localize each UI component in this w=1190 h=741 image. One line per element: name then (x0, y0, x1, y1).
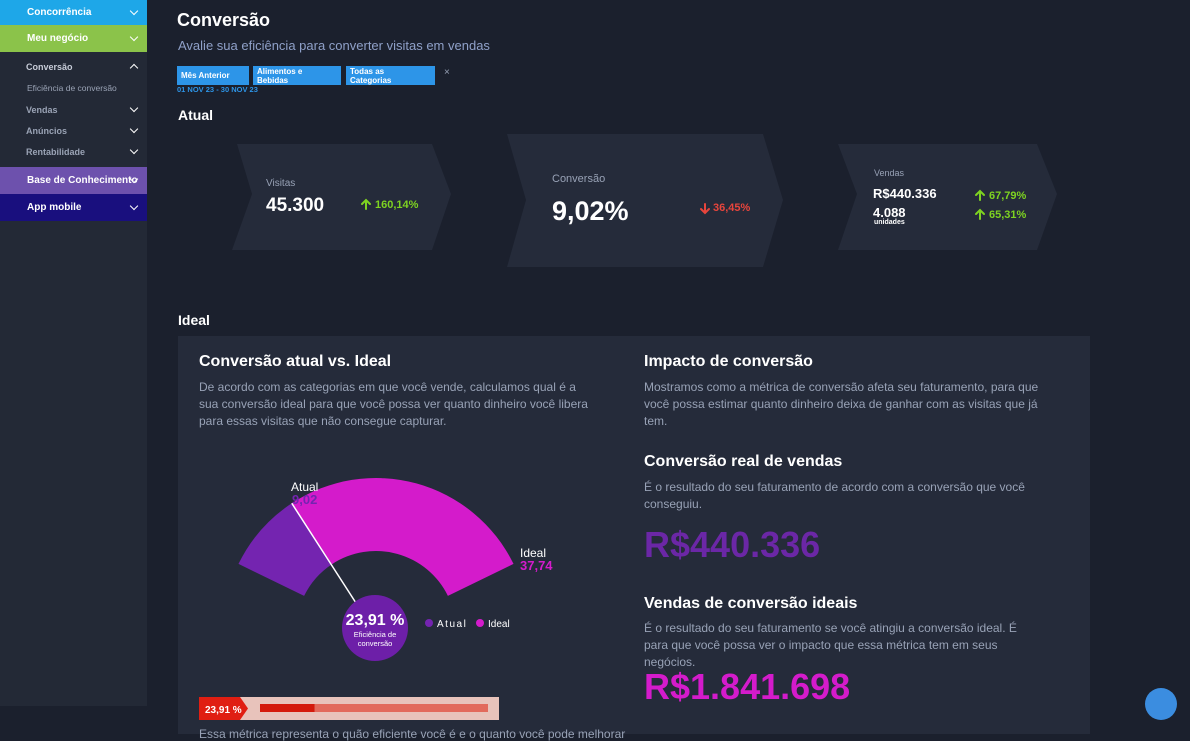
nav-sub[interactable]: Conversão (0, 58, 147, 76)
card-change: 67,79% (989, 190, 1027, 202)
panel-description: É o resultado do seu faturamento de acor… (644, 480, 1025, 511)
panel-description: É o resultado do seu faturamento se você… (644, 621, 1017, 669)
section-title: Ideal (178, 312, 210, 328)
date-range: 01 NOV 23 - 30 NOV 23 (177, 85, 258, 94)
nav-sub[interactable]: Eficiência de conversão (0, 79, 147, 97)
nav-label: Anúncios (26, 126, 68, 136)
card-label: Conversão (552, 173, 606, 185)
card-label: Vendas (874, 168, 905, 178)
card-change: 65,31% (989, 209, 1027, 221)
nav-item[interactable]: Concorrência (0, 0, 147, 25)
nav-label: Base de Conhecimento (27, 175, 138, 186)
nav-label: App mobile (27, 202, 82, 213)
section-title: Atual (178, 107, 213, 123)
nav-sub[interactable]: Rentabilidade (0, 143, 147, 161)
panel-description: De acordo com as categorias em que você … (199, 380, 588, 428)
panel-description: Mostramos como a métrica de conversão af… (644, 380, 1039, 428)
nav-label: Eficiência de conversão (27, 83, 117, 93)
panel-title: Vendas de conversão ideais (644, 595, 858, 612)
nav-item[interactable]: Meu negócio (0, 25, 147, 52)
nav-label: Meu negócio (27, 33, 89, 44)
card-change: 160,14% (375, 199, 419, 211)
real-value: R$440.336 (644, 524, 821, 565)
ideal-value: R$1.841.698 (644, 666, 851, 707)
card-value: 9,02% (552, 196, 629, 226)
nav-sub[interactable]: Vendas (0, 101, 147, 119)
card-value: 4.088 (873, 205, 906, 220)
filter-button[interactable]: Mês Anterior (177, 66, 249, 85)
card-value: 45.300 (266, 195, 325, 216)
card-unit: unidades (874, 219, 905, 226)
page-subtitle: Avalie sua eficiência para converter vis… (178, 38, 490, 53)
chat-button[interactable] (1145, 688, 1177, 720)
filter-button[interactable]: Alimentos e Bebidas (253, 66, 341, 85)
panel-title: Impacto de conversão (644, 353, 813, 370)
nav-label: Vendas (26, 105, 58, 115)
filter-button[interactable]: Todas as Categorias (346, 66, 435, 85)
footnote: Essa métrica representa o quão eficiente… (199, 727, 626, 741)
card-shapes (232, 134, 1057, 267)
panel-title: Conversão real de vendas (644, 453, 843, 470)
page-title: Conversão (177, 10, 271, 30)
nav-item[interactable]: App mobile (0, 194, 147, 221)
sidebar: Concorrência Meu negócio Conversão Efici… (0, 0, 147, 706)
card-value: R$440.336 (873, 186, 937, 201)
card-change: 36,45% (713, 202, 751, 214)
panel-title: Conversão atual vs. Ideal (199, 353, 392, 370)
ideal-panel: Conversão atual vs. Ideal De acordo com … (178, 336, 1090, 741)
nav-sub[interactable]: Anúncios (0, 122, 147, 140)
nav-label: Conversão (26, 62, 73, 72)
card-label: Visitas (266, 178, 296, 189)
clear-filters[interactable]: × (444, 67, 450, 78)
nav-label: Rentabilidade (26, 147, 86, 157)
nav-item[interactable]: Base de Conhecimento (0, 167, 147, 194)
nav-label: Concorrência (27, 7, 92, 18)
change-arrows (361, 189, 985, 220)
